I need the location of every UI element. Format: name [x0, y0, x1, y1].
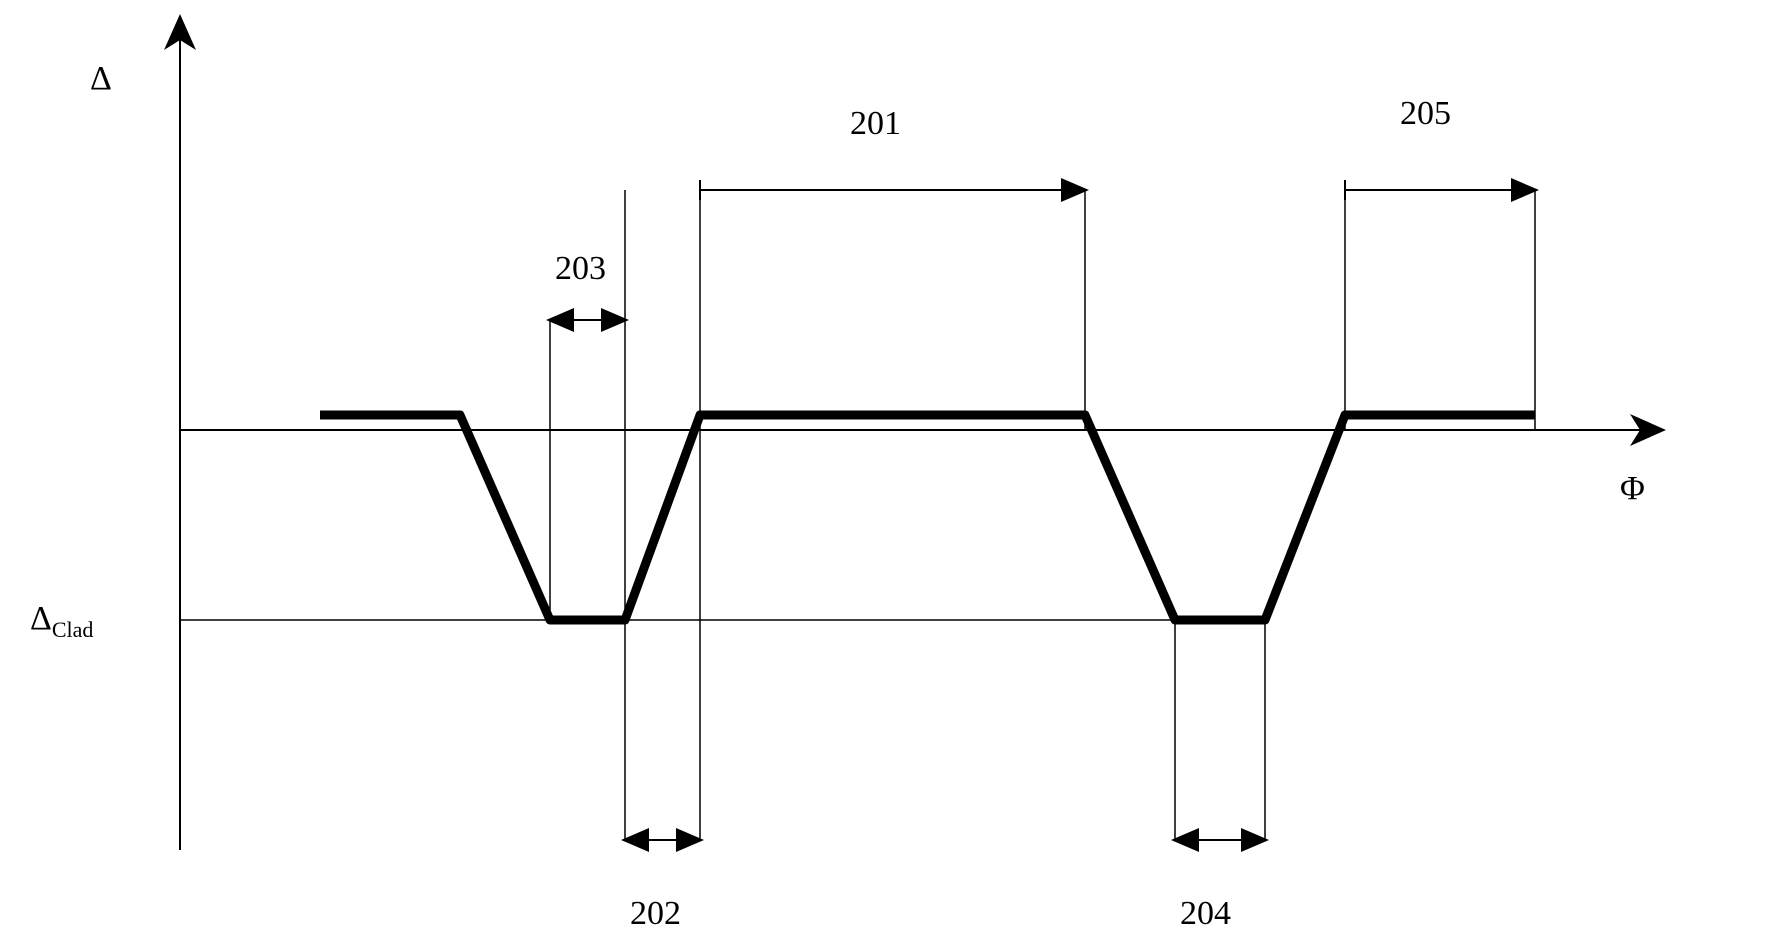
delta-clad-label: ΔClad [30, 600, 93, 643]
label-203: 203 [555, 250, 606, 288]
delta-clad-subscript: Clad [52, 617, 94, 642]
profile-curve [320, 415, 1535, 620]
x-axis-label: Φ [1620, 470, 1645, 508]
label-202: 202 [630, 895, 681, 933]
label-205: 205 [1400, 95, 1451, 133]
label-201: 201 [850, 105, 901, 143]
delta-clad-symbol: Δ [30, 600, 52, 637]
y-axis-label: Δ [90, 60, 112, 98]
diagram-canvas: Δ Φ ΔClad 201 203 205 202 204 [0, 0, 1781, 931]
label-204: 204 [1180, 895, 1231, 933]
